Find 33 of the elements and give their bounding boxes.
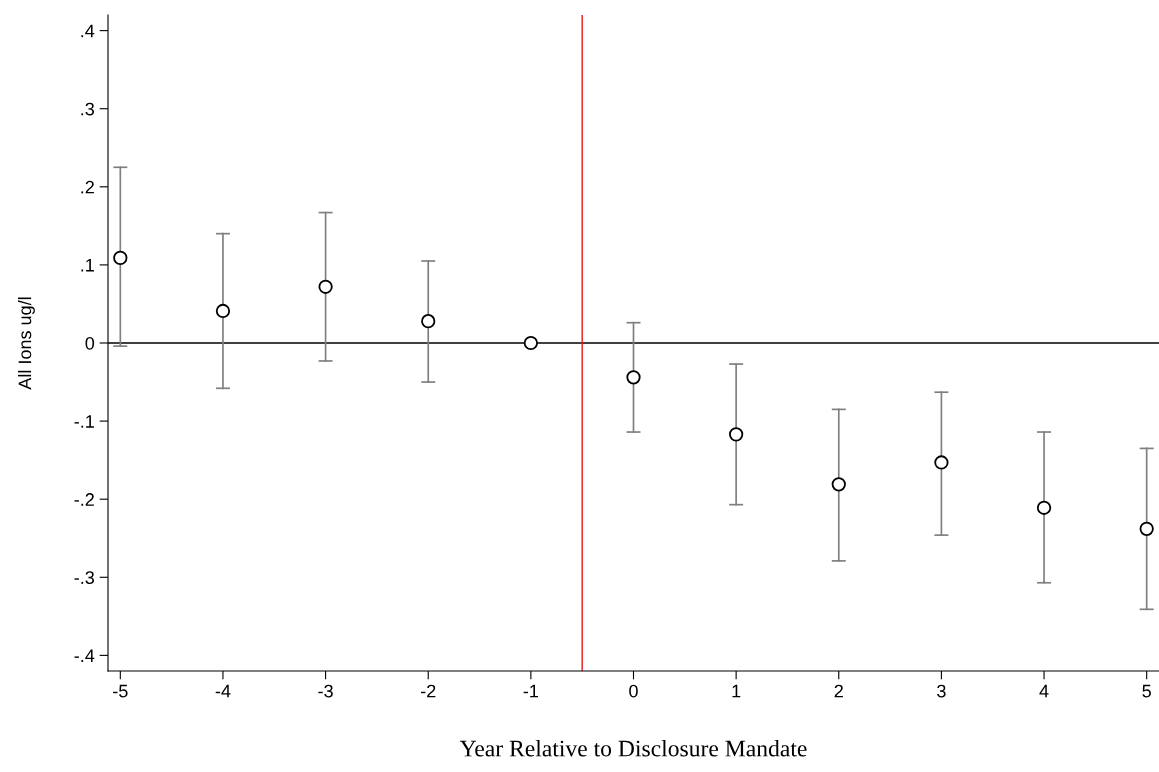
x-tick-label: -2	[421, 684, 436, 698]
point	[318, 279, 333, 294]
y-axis-title: All Ions ug/l	[18, 297, 35, 390]
x-tick-label: 5	[1142, 684, 1151, 698]
y-tick-label: .1	[81, 259, 94, 272]
x-tick-label: 3	[937, 684, 946, 698]
x-tick-label: 0	[629, 684, 638, 698]
y-tick-label: .4	[81, 24, 95, 38]
point	[934, 455, 949, 470]
point	[1139, 521, 1154, 536]
x-tick-label: 1	[732, 684, 741, 698]
x-axis-title: Year Relative to Disclosure Mandate	[459, 739, 807, 757]
y-tick-label: 0	[85, 336, 95, 350]
y-tick-label: .2	[81, 180, 94, 194]
point	[729, 427, 744, 442]
x-tick-label: -4	[215, 684, 231, 698]
x-tick-label: 2	[834, 684, 843, 698]
y-tick-label: -.3	[74, 571, 95, 585]
point	[113, 250, 128, 265]
y-tick-label: .3	[81, 102, 95, 116]
x-tick-label: -3	[318, 684, 333, 698]
point	[523, 335, 538, 351]
point	[215, 303, 231, 319]
y-tick-label: -.2	[74, 493, 94, 506]
x-tick-label: 4	[1039, 684, 1049, 698]
y-tick-label: -.1	[74, 415, 94, 428]
point	[1036, 500, 1052, 515]
point	[831, 477, 846, 492]
point	[626, 370, 641, 385]
point	[421, 314, 436, 329]
x-tick-label: -5	[113, 684, 128, 698]
x-tick-label: -1	[523, 684, 539, 698]
y-tick-label: -.4	[74, 649, 95, 662]
